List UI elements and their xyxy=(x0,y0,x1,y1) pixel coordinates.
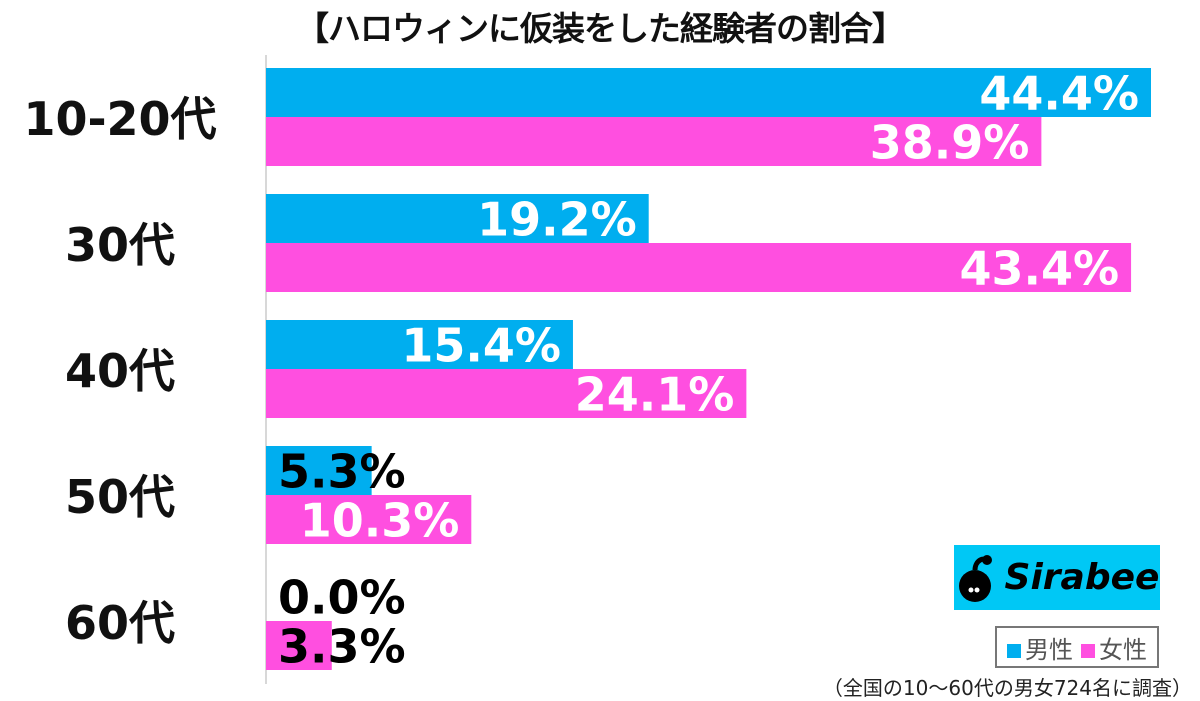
sirabee-mascot-icon xyxy=(958,554,992,602)
bar-male xyxy=(266,320,573,369)
data-label: 15.4% xyxy=(401,319,561,373)
data-label: 43.4% xyxy=(959,242,1119,296)
category-label: 30代 xyxy=(65,218,175,272)
data-label: 24.1% xyxy=(575,368,735,422)
bar-female xyxy=(266,495,472,544)
legend-label: 女性 xyxy=(1099,635,1147,664)
bar-male xyxy=(266,446,372,495)
data-label: 0.0% xyxy=(278,571,406,625)
data-label: 10.3% xyxy=(300,494,460,548)
category-label: 40代 xyxy=(65,344,175,398)
data-label: 19.2% xyxy=(477,193,637,247)
sirabee-logo: Sirabee xyxy=(954,545,1160,610)
legend: 男性 女性 xyxy=(995,626,1159,668)
data-label: 3.3% xyxy=(278,620,406,674)
logo-text: Sirabee xyxy=(1004,557,1160,598)
legend-label: 男性 xyxy=(1025,635,1073,664)
bar-female xyxy=(266,621,332,670)
bar-female xyxy=(266,243,1132,292)
legend-item-female: 女性 xyxy=(1081,630,1147,665)
bar-female xyxy=(266,117,1042,166)
data-label: 5.3% xyxy=(278,445,406,499)
data-label: 38.9% xyxy=(870,116,1030,170)
legend-swatch xyxy=(1007,643,1021,658)
category-label: 10-20代 xyxy=(23,92,216,146)
bar-male xyxy=(266,68,1151,117)
legend-swatch xyxy=(1081,643,1095,658)
survey-note: （全国の10〜60代の男女724名に調査） xyxy=(822,676,1192,700)
bar-male xyxy=(266,194,649,243)
legend-item-male: 男性 xyxy=(1007,630,1073,665)
chart-title: 【ハロウィンに仮装をした経験者の割合】 xyxy=(296,9,905,48)
data-label: 44.4% xyxy=(979,67,1139,121)
category-label: 60代 xyxy=(65,596,175,650)
bar-female xyxy=(266,369,747,418)
category-label: 50代 xyxy=(65,470,175,524)
